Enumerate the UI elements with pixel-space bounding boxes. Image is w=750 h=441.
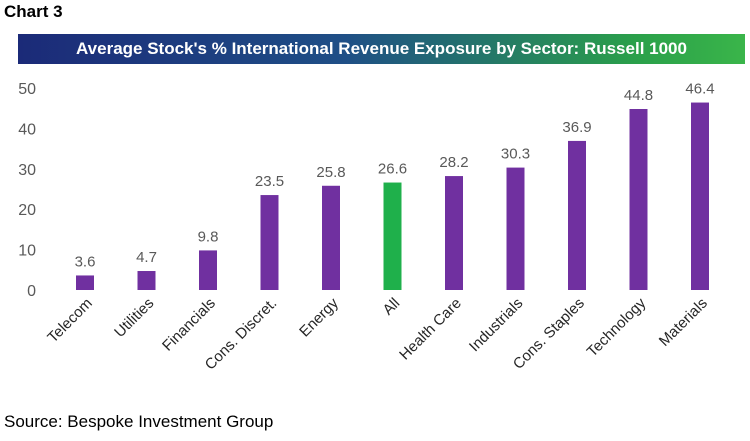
bar (568, 140, 586, 290)
x-tick-label: Financials (159, 295, 219, 355)
chart-label: Chart 3 (4, 2, 63, 21)
bar (76, 275, 94, 290)
data-label: 25.8 (316, 164, 345, 181)
x-tick-label: Energy (296, 294, 342, 340)
x-tick-label: Industrials (466, 295, 526, 355)
data-label: 4.7 (136, 249, 157, 266)
bar (137, 271, 156, 290)
data-label: 46.4 (685, 81, 714, 98)
bar (199, 250, 217, 290)
y-tick-label: 40 (18, 121, 36, 138)
source-note: Source: Bespoke Investment Group (4, 412, 274, 431)
x-tick-label: All (380, 295, 404, 319)
x-tick-label: Technology (584, 294, 650, 360)
y-tick-label: 50 (18, 81, 36, 98)
data-label: 26.6 (378, 161, 407, 178)
bar (506, 167, 525, 290)
data-label: 36.9 (562, 119, 591, 136)
data-label: 9.8 (198, 228, 219, 245)
x-tick-label: Utilities (111, 295, 157, 341)
bar (383, 182, 402, 290)
data-label: 23.5 (255, 173, 284, 190)
bar (322, 185, 340, 290)
bar (260, 195, 279, 290)
x-tick-label: Health Care (396, 295, 465, 364)
bar (691, 102, 709, 290)
x-tick-label: Telecom (44, 295, 96, 347)
y-tick-label: 10 (18, 243, 36, 260)
chart-title: Average Stock's % International Revenue … (18, 34, 745, 64)
bar (629, 109, 648, 291)
y-tick-label: 0 (27, 283, 36, 300)
x-tick-label: Materials (656, 295, 711, 350)
data-label: 3.6 (75, 253, 96, 270)
y-tick-label: 20 (18, 202, 36, 219)
data-label: 44.8 (624, 87, 653, 104)
data-label: 28.2 (439, 154, 468, 171)
data-label: 30.3 (501, 146, 530, 163)
bar (445, 176, 463, 290)
y-tick-label: 30 (18, 162, 36, 179)
